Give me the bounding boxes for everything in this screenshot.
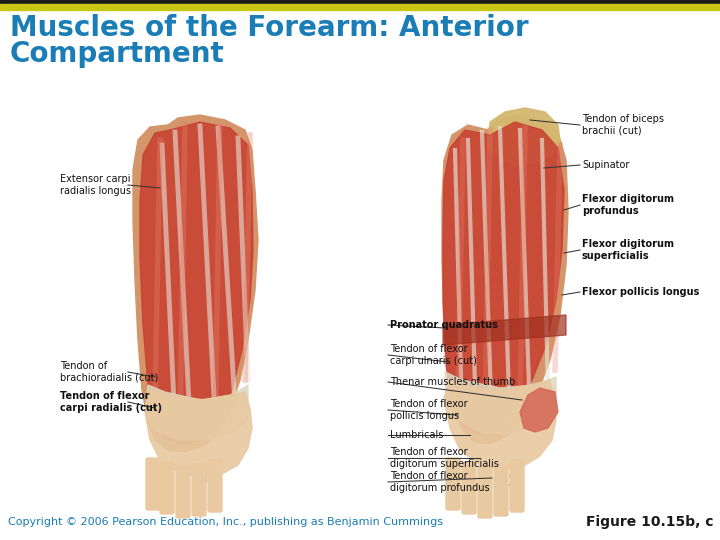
Polygon shape [443,315,566,345]
Bar [0,4,720,10]
Text: Flexor pollicis longus: Flexor pollicis longus [582,287,699,297]
Text: (c): (c) [497,475,513,488]
FancyBboxPatch shape [494,464,508,516]
Text: Tendon of flexor
carpi radialis (cut): Tendon of flexor carpi radialis (cut) [60,392,162,413]
Text: Supinator: Supinator [582,160,629,170]
Text: Thenar muscles of thumb: Thenar muscles of thumb [390,377,516,387]
FancyBboxPatch shape [462,462,476,514]
Text: Tendon of flexor
digitorum superficialis: Tendon of flexor digitorum superficialis [390,448,499,469]
Polygon shape [445,372,556,434]
FancyBboxPatch shape [446,458,460,510]
Text: Compartment: Compartment [10,40,225,68]
Text: Flexor digitorum
profundus: Flexor digitorum profundus [582,194,674,215]
FancyBboxPatch shape [192,464,206,516]
FancyBboxPatch shape [510,460,524,512]
Text: Copyright © 2006 Pearson Education, Inc., publishing as Benjamin Cummings: Copyright © 2006 Pearson Education, Inc.… [8,517,443,527]
Text: Tendon of flexor
carpi ulnaris (cut): Tendon of flexor carpi ulnaris (cut) [390,345,477,366]
Text: Lumbricals: Lumbricals [390,430,444,440]
Polygon shape [443,122,564,434]
Text: (b): (b) [192,475,209,488]
Text: Extensor carpi
radialis longus: Extensor carpi radialis longus [60,174,131,195]
Polygon shape [442,115,568,444]
Text: Tendon of biceps
brachii (cut): Tendon of biceps brachii (cut) [582,114,664,136]
Text: Figure 10.15b, c: Figure 10.15b, c [587,515,714,529]
Text: Flexor digitorum
superficialis: Flexor digitorum superficialis [582,239,674,261]
Text: Tendon of flexor
pollicis longus: Tendon of flexor pollicis longus [390,400,467,421]
Polygon shape [520,388,558,432]
FancyBboxPatch shape [146,458,160,510]
Polygon shape [488,108,560,165]
Polygon shape [145,390,252,478]
Text: Tendon of flexor
digitorum profundus: Tendon of flexor digitorum profundus [390,471,490,492]
Text: Tendon of
brachioradialis (cut): Tendon of brachioradialis (cut) [60,361,158,383]
Polygon shape [145,385,248,440]
Polygon shape [133,115,258,452]
FancyBboxPatch shape [478,466,492,518]
Text: Muscles of the Forearm: Anterior: Muscles of the Forearm: Anterior [10,14,528,42]
Polygon shape [444,380,556,470]
FancyBboxPatch shape [176,466,190,518]
FancyBboxPatch shape [160,462,174,514]
Bar [0,0,720,4]
FancyBboxPatch shape [208,460,222,512]
Text: Pronator quadratus: Pronator quadratus [390,320,498,330]
Polygon shape [140,122,253,444]
